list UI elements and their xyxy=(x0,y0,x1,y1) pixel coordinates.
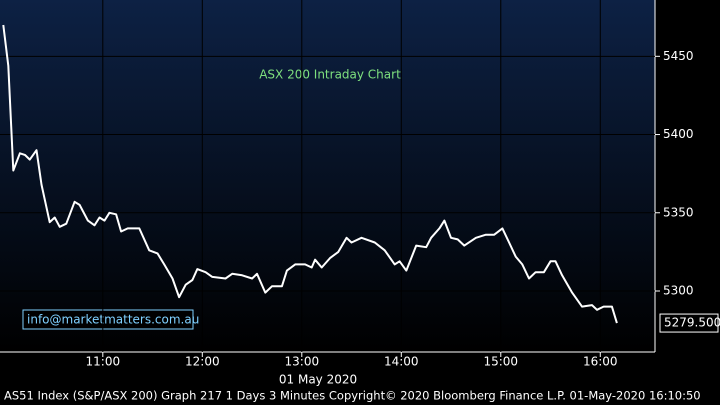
x-tick-label: 11:00 xyxy=(86,355,121,369)
y-tick-label: 5350 xyxy=(663,205,694,219)
plot-area xyxy=(0,0,655,352)
chart-title: ASX 200 Intraday Chart xyxy=(259,68,401,82)
price-line xyxy=(2,24,618,324)
watermark-box xyxy=(22,309,194,330)
watermark: info@marketmatters.com.au xyxy=(27,313,199,327)
x-tick-label: 14:00 xyxy=(384,355,419,369)
y-tick-label: 5300 xyxy=(663,283,694,297)
last-value-label: 5279.500 xyxy=(664,316,720,330)
x-tick-label: 15:00 xyxy=(483,355,518,369)
x-tick-label: 12:00 xyxy=(185,355,220,369)
x-tick-label: 16:00 xyxy=(583,355,618,369)
x-tick-label: 13:00 xyxy=(285,355,320,369)
y-tick-label: 5400 xyxy=(663,127,694,141)
y-tick-label: 5450 xyxy=(663,49,694,63)
x-axis-label: 01 May 2020 xyxy=(279,373,357,387)
footer: AS51 Index (S&P/ASX 200) Graph 217 1 Day… xyxy=(4,389,701,403)
last-value-box xyxy=(659,313,719,333)
